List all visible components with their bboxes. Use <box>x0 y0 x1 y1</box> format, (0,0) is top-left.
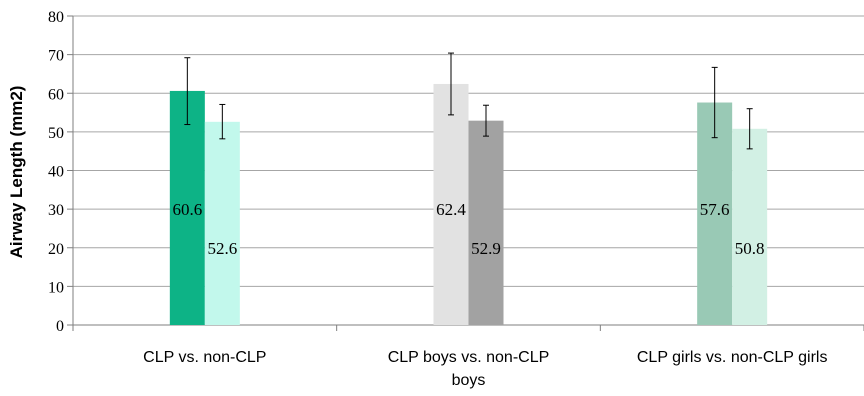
data-label: 50.8 <box>735 239 765 258</box>
category-label: CLP boys vs. non-CLP boys <box>388 349 550 389</box>
data-labels: 60.6 52.6 62.4 52.9 57.6 50.8 <box>172 200 764 258</box>
bar <box>169 90 205 326</box>
y-axis-title: Airway Length (mm2) <box>7 86 26 259</box>
data-label: 57.6 <box>700 200 730 219</box>
y-tick-label: 80 <box>48 9 64 26</box>
bars <box>169 83 768 326</box>
category-label-line: CLP boys vs. non-CLP <box>388 349 550 366</box>
category-label: CLP vs. non-CLP <box>143 349 266 366</box>
data-label: 52.6 <box>207 239 237 258</box>
y-tick-labels: 0 10 20 30 40 50 60 70 80 <box>48 9 64 335</box>
bar <box>433 83 469 325</box>
category-labels: CLP vs. non-CLP CLP boys vs. non-CLP boysC… <box>143 349 827 389</box>
category-label-line: boys <box>452 372 486 389</box>
data-label: 62.4 <box>436 200 466 219</box>
y-tick-label: 0 <box>56 318 64 335</box>
bar <box>697 102 733 326</box>
data-label: 60.6 <box>172 200 202 219</box>
y-tick-label: 50 <box>48 125 64 142</box>
y-tick-label: 30 <box>48 202 64 219</box>
error-bars <box>184 52 753 150</box>
bar <box>732 128 768 325</box>
y-tick-label: 60 <box>48 86 64 103</box>
category-label: CLP girls vs. non-CLP girls <box>637 349 828 366</box>
bar <box>468 120 504 325</box>
bar <box>204 121 240 326</box>
category-label-line: CLP girls vs. non-CLP girls <box>637 349 828 366</box>
y-tick-label: 20 <box>48 241 64 258</box>
data-label: 52.9 <box>471 239 501 258</box>
category-label-line: CLP vs. non-CLP <box>143 349 266 366</box>
y-tick-label: 10 <box>48 279 64 296</box>
y-tick-label: 70 <box>48 48 64 65</box>
y-tick-label: 40 <box>48 164 64 181</box>
